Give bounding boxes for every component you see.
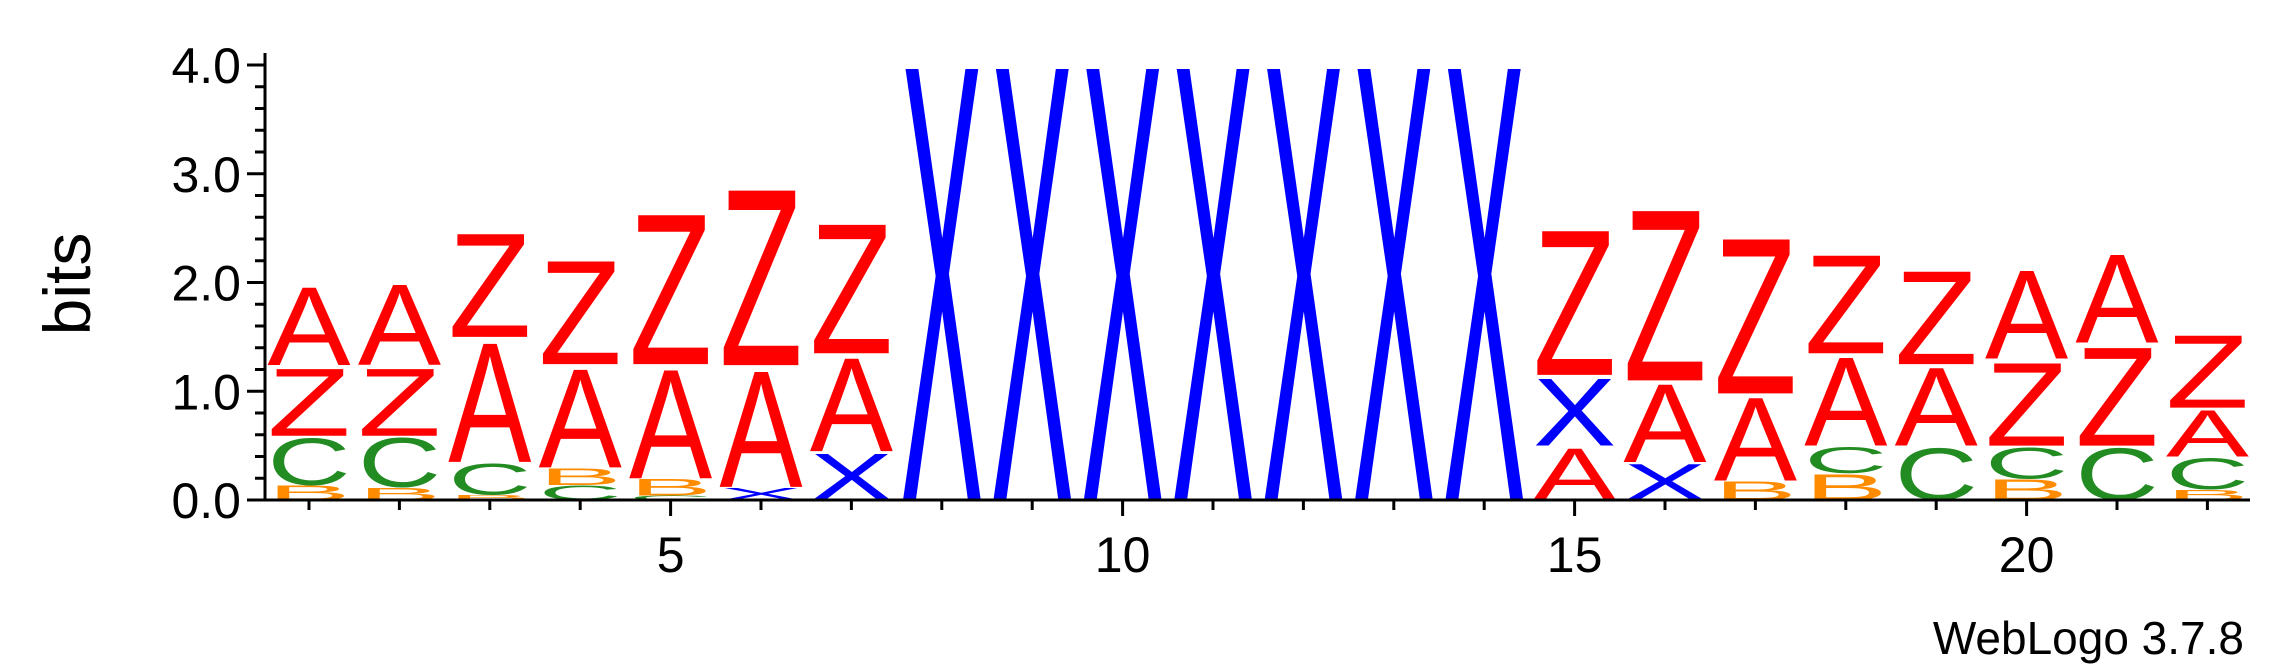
logo-glyph-pos15-X: X — [1533, 358, 1616, 467]
logo-glyph-pos5-A: A — [629, 337, 713, 512]
logo-glyph-pos2-A: A — [358, 260, 442, 390]
x-tick-label: 10 — [1095, 527, 1151, 583]
logo-glyph-pos15-A: A — [1533, 432, 1617, 515]
logo-glyph-pos2-C: C — [358, 424, 441, 502]
x-axis-ticks: 5 10 15 20 — [307, 500, 2209, 583]
logo-glyph-pos9-X: X — [991, 0, 1074, 633]
logo-glyph-pos22-Z: Z — [2166, 313, 2249, 430]
logo-glyph-pos16-X: X — [1623, 453, 1706, 511]
x-tick-label: 20 — [1999, 527, 2055, 583]
logo-glyph-pos13-X: X — [1352, 0, 1435, 633]
logo-glyph-pos17-Z: Z — [1714, 192, 1797, 442]
logo-glyph-pos18-Z: Z — [1804, 226, 1887, 384]
logo-glyph-pos17-A: A — [1714, 373, 1798, 506]
logo-glyph-pos7-Z: Z — [810, 184, 893, 393]
logo-glyph-pos17-B: B — [1714, 476, 1797, 506]
logo-glyph-pos19-Z: Z — [1895, 243, 1978, 393]
logo-glyph-pos22-B: B — [2166, 487, 2249, 504]
logo-glyph-pos18-A: A — [1804, 331, 1887, 473]
weblogo-credit: WebLogo 3.7.8 — [1933, 612, 2244, 664]
y-axis-ticks: 0.0 1.0 2.0 3.0 4.0 — [171, 38, 265, 529]
y-tick-label: 4.0 — [171, 38, 241, 94]
logo-glyph-pos20-C: C — [1985, 438, 2068, 488]
logo-glyph-pos20-A: A — [1985, 244, 2068, 386]
logo-glyph-pos2-B: B — [358, 484, 441, 504]
logo-glyph-pos16-A: A — [1623, 362, 1706, 487]
logo-glyph-pos21-C: C — [2075, 432, 2158, 516]
logo-glyph-pos6-Z: Z — [719, 137, 802, 420]
y-axis-label: bits — [30, 233, 104, 336]
logo-glyph-pos1-C: C — [267, 424, 350, 499]
logo-glyph-pos8-X: X — [900, 0, 983, 633]
logo-axes — [263, 53, 2250, 502]
logo-glyph-pos21-Z: Z — [2075, 318, 2158, 476]
logo-glyph-pos20-Z: Z — [1985, 338, 2068, 471]
logo-glyph-pos12-X: X — [1262, 0, 1345, 633]
logo-glyph-pos22-A: A — [2166, 396, 2249, 471]
y-tick-label: 1.0 — [171, 364, 241, 420]
logo-glyph-pos7-A: A — [810, 331, 894, 480]
logo-glyph-pos4-A: A — [539, 340, 622, 498]
x-tick-label: 5 — [657, 527, 685, 583]
logo-glyph-pos20-B: B — [1985, 473, 2068, 506]
logo-glyph-pos1-Z: Z — [267, 349, 350, 457]
logo-glyph-pos15-Z: Z — [1533, 187, 1616, 420]
logo-glyph-pos3-A: A — [448, 306, 531, 498]
logo-glyph-pos1-B: B — [267, 481, 350, 504]
logo-glyph-pos7-X: X — [810, 440, 893, 515]
logo-glyph-pos3-Z: Z — [448, 203, 531, 369]
logo-glyph-pos2-Z: Z — [358, 349, 441, 457]
logo-glyph-pos16-Z: Z — [1623, 159, 1706, 434]
logo-glyph-pos5-B: B — [629, 474, 712, 501]
y-tick-label: 3.0 — [171, 147, 241, 203]
logo-glyph-pos4-B: B — [539, 464, 622, 491]
logo-glyph-pos6-X: X — [719, 484, 802, 504]
logo-glyph-pos5-C: C — [629, 495, 712, 502]
logo-glyph-pos1-A: A — [267, 265, 350, 390]
logo-glyph-pos3-C: C — [448, 454, 531, 504]
logo-glyph-pos14-X: X — [1443, 0, 1526, 633]
y-tick-label: 0.0 — [171, 473, 241, 529]
logo-glyph-pos4-Z: Z — [539, 230, 622, 396]
logo-glyph-pos4-C: C — [539, 481, 622, 504]
logo-glyph-pos18-C: C — [1804, 439, 1887, 481]
logo-glyph-pos6-A: A — [719, 337, 803, 523]
logo-glyph-pos22-C: C — [2166, 449, 2249, 499]
logo-glyph-pos5-Z: Z — [629, 169, 712, 411]
x-tick-label: 15 — [1547, 527, 1603, 583]
y-tick-label: 2.0 — [171, 256, 241, 312]
logo-glyph-pos18-B: B — [1804, 466, 1887, 508]
logo-glyph-pos21-A: A — [2075, 227, 2158, 369]
logo-glyph-pos11-X: X — [1171, 0, 1254, 633]
logo-glyph-pos19-A: A — [1895, 345, 1978, 470]
logo-glyph-pos3-B: B — [448, 493, 531, 501]
logo-glyph-pos10-X: X — [1081, 0, 1164, 633]
logo-glyph-pos19-C: C — [1895, 432, 1978, 516]
